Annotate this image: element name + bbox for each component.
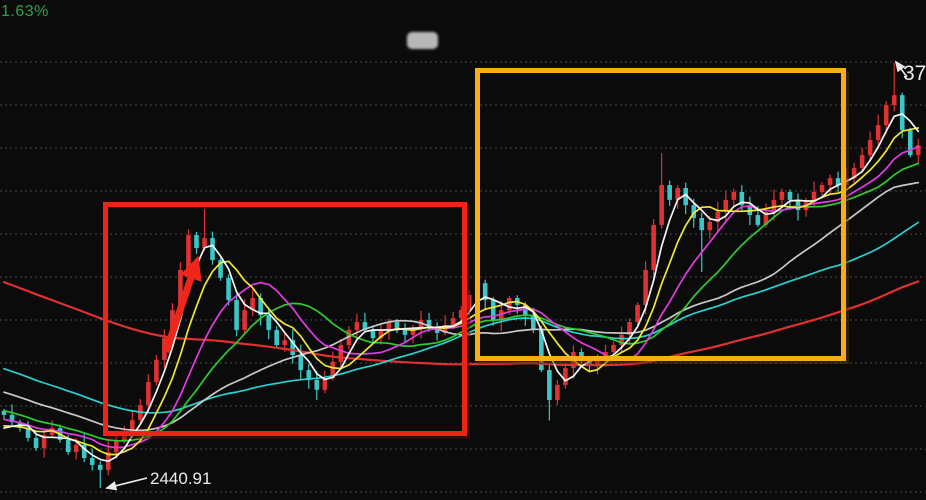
low-price-label: 2440.91: [150, 469, 212, 488]
high-price-label: 37: [903, 62, 926, 85]
watermark-blob: [407, 32, 438, 49]
yellow-highlight-box: [475, 68, 846, 361]
grid-lines: [0, 61, 926, 493]
ma-gray: [3, 181, 920, 432]
ma-white: [3, 113, 920, 463]
ma-lines: [2, 113, 920, 463]
annotation-arrows: [105, 60, 908, 491]
red-up-arrow: [162, 255, 202, 354]
change-percent-label: 1.63%: [1, 3, 49, 20]
ma-red: [2, 280, 920, 367]
low-price-arrow: [105, 477, 148, 491]
ma-yellow: [3, 127, 920, 456]
generated-chart-layers: [0, 61, 926, 493]
high-price-arrow: [894, 60, 908, 78]
red-highlight-box: [103, 202, 467, 436]
